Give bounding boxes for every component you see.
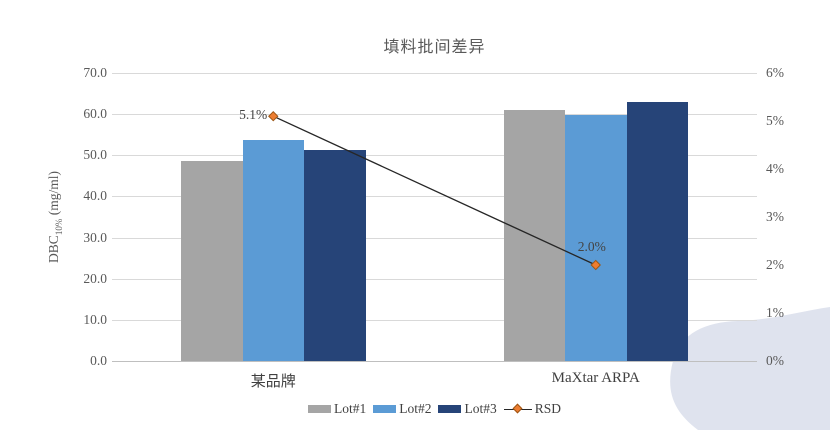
left-axis-tick: 50.0 <box>83 147 107 163</box>
left-axis-tick: 30.0 <box>83 229 107 245</box>
right-axis-tick: 6% <box>766 65 784 80</box>
left-axis-tick: 70.0 <box>83 65 107 80</box>
plot-area: 5.1% 2.0% <box>112 73 757 362</box>
gridline <box>112 278 757 280</box>
bar-lot2-1[interactable] <box>242 140 304 361</box>
legend-swatch-icon <box>307 405 331 413</box>
bar-lot1-1[interactable] <box>181 161 243 361</box>
bar-lot3-1[interactable] <box>304 149 366 361</box>
gridline <box>112 114 757 116</box>
legend-label: RSD <box>534 401 561 416</box>
right-axis-tick: 1% <box>766 305 784 320</box>
left-axis-title: DBC10% (mg/ml) <box>46 171 64 263</box>
left-axis-tick: 0.0 <box>90 353 107 368</box>
right-axis-tick: 0% <box>766 353 784 368</box>
rsd-line <box>272 115 597 266</box>
legend-item-lot1[interactable]: Lot#1 <box>307 401 367 417</box>
right-axis-tick: 5% <box>766 113 784 128</box>
legend-label: Lot#3 <box>464 401 497 416</box>
rsd-marker-diamond-1[interactable] <box>268 110 279 122</box>
legend-item-lot2[interactable]: Lot#2 <box>373 401 431 417</box>
bar-lot3-2[interactable] <box>626 102 688 361</box>
category-label-2: MaXtar ARPA <box>551 370 640 386</box>
x-axis-line <box>112 361 757 362</box>
legend-diamond-icon <box>512 403 523 414</box>
legend-swatch-icon <box>438 405 462 413</box>
gridline <box>112 237 757 239</box>
gridline <box>112 196 757 198</box>
right-axis-tick: 2% <box>766 257 784 272</box>
gridline <box>112 155 757 157</box>
left-axis-tick: 60.0 <box>83 106 107 122</box>
gridline <box>112 73 757 74</box>
left-axis-tick: 40.0 <box>83 188 107 204</box>
bar-lot2-2[interactable] <box>565 114 627 361</box>
gridline <box>112 319 757 321</box>
legend-line-marker-icon <box>503 403 532 414</box>
right-axis-tick: 3% <box>766 209 784 224</box>
legend-label: Lot#1 <box>333 401 367 416</box>
rsd-data-label-1: 5.1% <box>239 107 268 123</box>
left-axis-tick: 20.0 <box>83 270 107 286</box>
legend-item-rsd[interactable]: RSD <box>503 401 561 417</box>
rsd-data-label-2: 2.0% <box>577 239 606 254</box>
category-label-1: 某品牌 <box>250 374 296 390</box>
wave-blob-shape <box>670 307 830 430</box>
right-axis-tick: 4% <box>766 161 784 176</box>
legend-label: Lot#2 <box>399 401 432 416</box>
legend-item-lot3[interactable]: Lot#3 <box>438 401 497 417</box>
bar-lot1-2[interactable] <box>503 110 565 361</box>
rsd-marker-diamond-2[interactable] <box>590 259 601 271</box>
left-axis-tick: 10.0 <box>83 311 107 327</box>
chart-title: 填料批间差异 <box>383 39 486 56</box>
rsd-line-series <box>268 110 601 271</box>
legend: Lot#1 Lot#2 Lot#3 RSD <box>112 401 757 417</box>
legend-swatch-icon <box>373 405 397 413</box>
